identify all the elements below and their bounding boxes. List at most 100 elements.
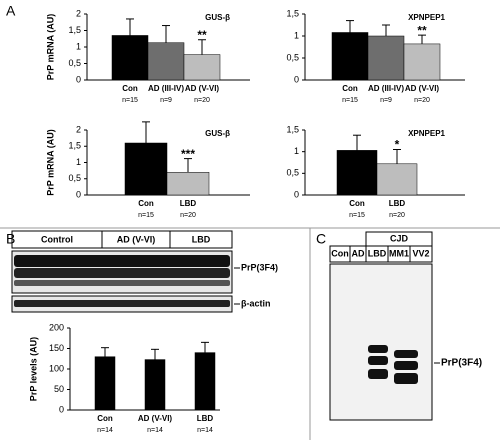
band: [368, 345, 388, 353]
y-tick-label: 50: [54, 384, 64, 394]
bar: [144, 359, 166, 411]
y-tick-label: 0: [76, 189, 81, 199]
y-axis-label: PrP levels (AU): [28, 337, 38, 401]
band: [394, 350, 418, 358]
group-label: AD (V-VI): [117, 234, 156, 244]
x-tick-label: LBD: [389, 199, 406, 208]
x-tick-label: Con: [97, 414, 113, 423]
n-label: n=15: [349, 212, 365, 219]
bar: [376, 163, 418, 196]
group-label: Control: [41, 234, 73, 244]
band: [394, 361, 418, 370]
lane-header: [329, 245, 433, 263]
n-label: n=15: [342, 97, 358, 104]
x-tick-label: Con: [342, 84, 358, 93]
bar: [194, 352, 216, 411]
y-axis-label: PrP mRNA (AU): [45, 14, 55, 81]
lane-label: MM1: [389, 248, 409, 258]
y-tick-label: 1: [294, 146, 299, 156]
n-label: n=15: [122, 97, 138, 104]
y-tick-label: 0,5: [286, 52, 299, 62]
chart-title: XPNPEP1: [408, 13, 445, 22]
n-label: n=9: [160, 97, 172, 104]
panel-letter: A: [6, 3, 16, 19]
n-label: n=20: [414, 97, 430, 104]
x-tick-label: LBD: [180, 199, 197, 208]
bar: [111, 35, 149, 81]
y-tick-label: 0: [59, 404, 64, 414]
x-tick-label: AD (V-VI): [405, 84, 440, 93]
x-tick-label: AD (III-IV): [368, 84, 404, 93]
n-label: n=20: [194, 97, 210, 104]
x-tick-label: AD (V-VI): [185, 84, 220, 93]
n-label: n=15: [138, 212, 154, 219]
significance: **: [417, 23, 427, 37]
y-tick-label: 1: [294, 30, 299, 40]
y-tick-label: 2: [76, 8, 81, 18]
y-tick-label: 0: [294, 189, 299, 199]
y-tick-label: 150: [49, 343, 64, 353]
n-label: n=14: [97, 427, 113, 434]
y-tick-label: 1: [76, 157, 81, 167]
significance: **: [197, 28, 207, 42]
panel-letter: C: [316, 231, 326, 247]
y-tick-label: 0: [76, 74, 81, 84]
bar: [331, 32, 369, 81]
n-label: n=20: [389, 212, 405, 219]
band: [394, 373, 418, 384]
bar: [183, 54, 221, 81]
bar: [166, 172, 210, 196]
band-label: PrP(3F4): [441, 358, 482, 369]
x-tick-label: Con: [122, 84, 138, 93]
n-label: n=9: [380, 97, 392, 104]
y-tick-label: 0: [294, 74, 299, 84]
n-label: n=14: [197, 427, 213, 434]
n-label: n=14: [147, 427, 163, 434]
significance: *: [395, 138, 400, 152]
blot-c: CJD Con AD LBD MM1 VV2 PrP(3F4): [329, 231, 482, 421]
band: [368, 356, 388, 365]
lane-label: LBD: [368, 248, 387, 258]
x-tick-label: LBD: [197, 414, 214, 423]
blot-header: [11, 230, 233, 249]
band: [14, 280, 230, 286]
group-label: LBD: [192, 234, 211, 244]
bar: [336, 150, 378, 196]
y-tick-label: 1,5: [286, 124, 299, 134]
y-tick-label: 1: [76, 41, 81, 51]
lane-label: VV2: [412, 248, 429, 258]
y-axis-label: PrP mRNA (AU): [45, 129, 55, 196]
y-tick-label: 0,5: [68, 173, 81, 183]
y-tick-label: 1,5: [286, 8, 299, 18]
blot-b: Control AD (V-VI) LBD PrP(3F4) β-actin: [11, 230, 278, 313]
y-tick-label: 2: [76, 124, 81, 134]
x-tick-label: AD (III-IV): [148, 84, 184, 93]
band: [368, 369, 388, 379]
group-label: CJD: [390, 233, 409, 243]
x-tick-label: Con: [349, 199, 365, 208]
y-tick-label: 1,5: [68, 25, 81, 35]
chart-title: XPNPEP1: [408, 129, 445, 138]
band-label: PrP(3F4): [241, 262, 278, 272]
n-label: n=20: [180, 212, 196, 219]
bar: [124, 142, 168, 196]
chart-title: GUS-β: [205, 129, 230, 138]
band: [14, 268, 230, 278]
band-label: β-actin: [241, 298, 271, 308]
bar: [403, 43, 441, 81]
bar: [94, 356, 116, 411]
panel-letter: B: [6, 231, 15, 247]
band: [14, 300, 230, 307]
y-tick-label: 0,5: [286, 168, 299, 178]
y-tick-label: 0,5: [68, 58, 81, 68]
significance: ***: [181, 147, 195, 161]
y-tick-label: 200: [49, 322, 64, 332]
band: [14, 255, 230, 267]
chart-title: GUS-β: [205, 13, 230, 22]
bar: [367, 35, 405, 81]
blot: [329, 263, 433, 421]
lane-label: Con: [331, 248, 349, 258]
x-tick-label: Con: [138, 199, 154, 208]
y-tick-label: 1,5: [68, 141, 81, 151]
